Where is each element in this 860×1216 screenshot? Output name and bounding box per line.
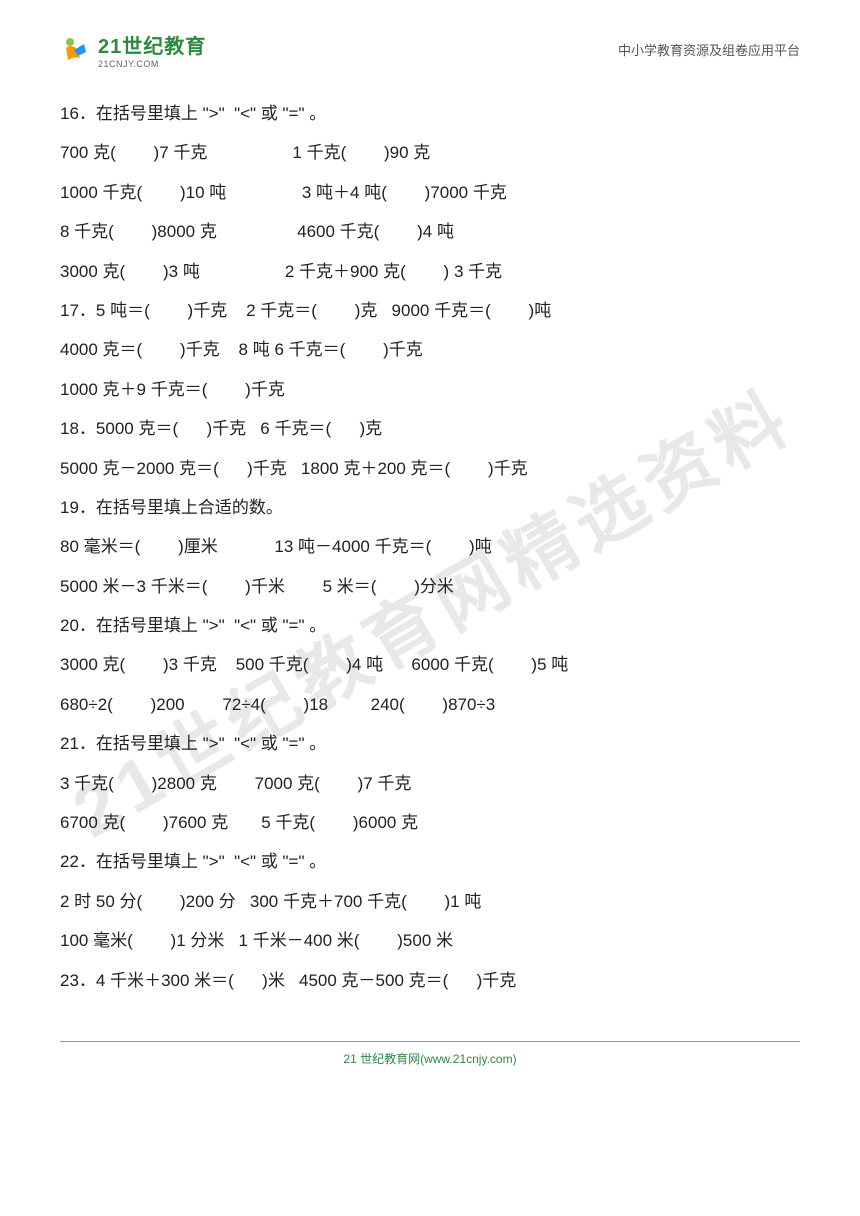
question-line: 4000 克＝( )千克 8 吨 6 千克＝( )千克 [60,331,800,368]
question-line: 80 毫米＝( )厘米 13 吨－4000 千克＝( )吨 [60,528,800,565]
question-line: 19．在括号里填上合适的数。 [60,489,800,526]
question-line: 1000 克＋9 千克＝( )千克 [60,371,800,408]
question-line: 18．5000 克＝( )千克 6 千克＝( )克 [60,410,800,447]
question-line: 680÷2( )200 72÷4( )18 240( )870÷3 [60,686,800,723]
question-line: 3000 克( )3 吨 2 千克＋900 克( ) 3 千克 [60,253,800,290]
question-line: 5000 米－3 千米＝( )千米 5 米＝( )分米 [60,568,800,605]
question-line: 6700 克( )7600 克 5 千克( )6000 克 [60,804,800,841]
logo-text-wrap: 21世纪教育 21CNJY.COM [98,30,206,69]
question-line: 22．在括号里填上 ">" "<" 或 "=" 。 [60,843,800,880]
logo-text-sub: 21CNJY.COM [98,59,206,69]
question-line: 1000 千克( )10 吨 3 吨＋4 吨( )7000 千克 [60,174,800,211]
question-line: 17．5 吨＝( )千克 2 千克＝( )克 9000 千克＝( )吨 [60,292,800,329]
logo-icon [60,34,92,66]
question-line: 100 毫米( )1 分米 1 千米－400 米( )500 米 [60,922,800,959]
header-right-text: 中小学教育资源及组卷应用平台 [618,40,800,59]
question-line: 16．在括号里填上 ">" "<" 或 "=" 。 [60,95,800,132]
footer-text: 21 世纪教育网(www.21cnjy.com) [0,1050,860,1067]
question-line: 20．在括号里填上 ">" "<" 或 "=" 。 [60,607,800,644]
question-line: 23．4 千米＋300 米＝( )米 4500 克－500 克＝( )千克 [60,962,800,999]
question-line: 5000 克－2000 克＝( )千克 1800 克＋200 克＝( )千克 [60,450,800,487]
content-area: 16．在括号里填上 ">" "<" 或 "=" 。 700 克( )7 千克 1… [0,79,860,1021]
page-header: 21世纪教育 21CNJY.COM 中小学教育资源及组卷应用平台 [0,0,860,79]
question-line: 21．在括号里填上 ">" "<" 或 "=" 。 [60,725,800,762]
question-line: 2 时 50 分( )200 分 300 千克＋700 千克( )1 吨 [60,883,800,920]
footer-divider [60,1041,800,1042]
question-line: 700 克( )7 千克 1 千克( )90 克 [60,134,800,171]
question-line: 3000 克( )3 千克 500 千克( )4 吨 6000 千克( )5 吨 [60,646,800,683]
logo-text-main: 21世纪教育 [98,30,206,59]
question-line: 3 千克( )2800 克 7000 克( )7 千克 [60,765,800,802]
question-line: 8 千克( )8000 克 4600 千克( )4 吨 [60,213,800,250]
logo: 21世纪教育 21CNJY.COM [60,30,206,69]
